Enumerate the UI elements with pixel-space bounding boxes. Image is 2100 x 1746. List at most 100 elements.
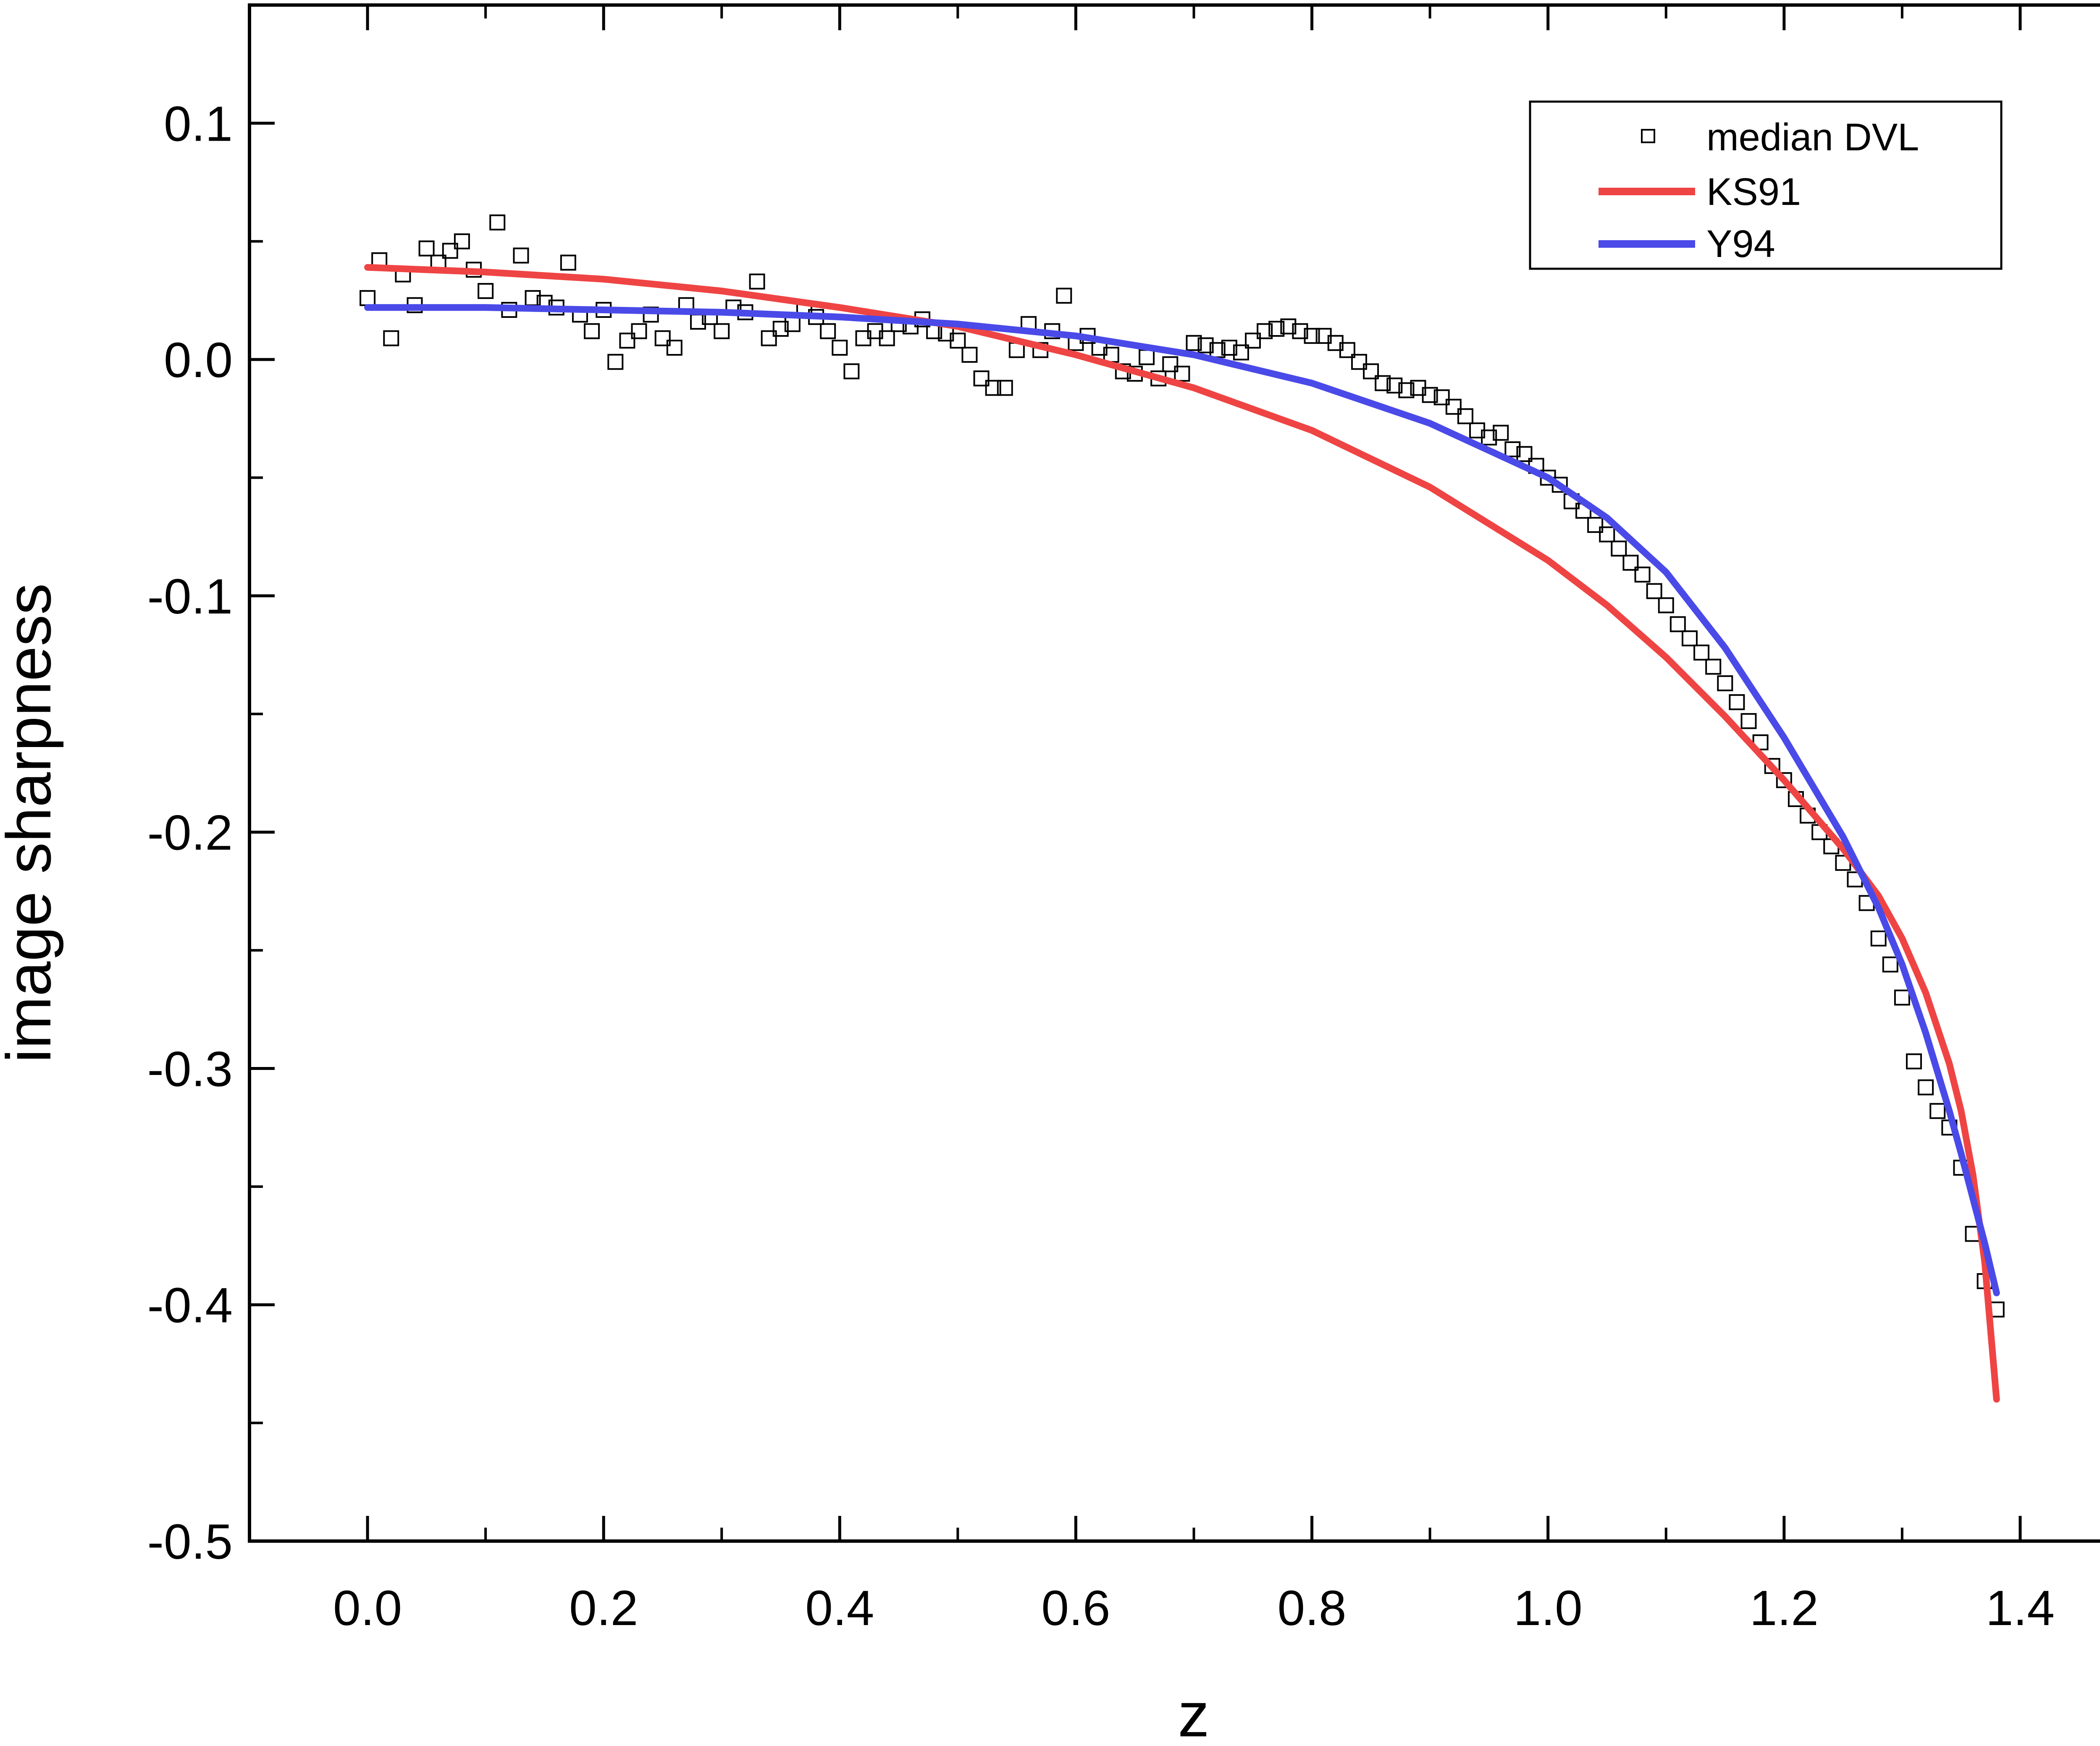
x-tick-labels: 0.0 0.2 0.4 0.6 0.8 1.0 1.2 1.4 [333,1581,2055,1636]
data-point-median-dvl [843,363,860,380]
legend-label-y94: Y94 [1706,223,1775,265]
data-point-median-dvl [961,346,978,363]
data-point-median-dvl [1681,630,1698,647]
data-point-median-dvl [1056,288,1072,304]
data-point-median-dvl [1658,597,1674,613]
data-point-median-dvl [1622,555,1639,571]
legend-label-median-dvl: median DVL [1706,116,1919,159]
data-point-median-dvl [1481,429,1497,446]
data-point-median-dvl [1693,644,1710,661]
data-point-median-dvl [714,323,730,339]
data-point-median-dvl [1422,387,1438,403]
data-point-median-dvl [1705,658,1722,675]
data-point-median-dvl [820,323,836,339]
x-tick-label: 1.2 [1750,1581,1819,1636]
y-tick-label: -0.4 [147,1278,233,1333]
data-point-median-dvl [1670,616,1686,632]
data-point-median-dvl [1445,398,1462,415]
y-tick-label: 0.1 [164,96,233,152]
data-point-median-dvl [1457,408,1473,425]
data-point-median-dvl [1776,772,1792,788]
series-line-ks91 [364,264,2000,1403]
data-point-median-dvl [1918,1079,1934,1096]
data-point-median-dvl [879,330,895,346]
data-point-median-dvl [1717,675,1733,692]
x-tick-label: 1.4 [1986,1581,2055,1636]
data-point-median-dvl [607,354,624,370]
data-point-median-dvl [973,370,990,387]
data-point-median-dvl [1611,540,1627,557]
data-point-median-dvl [1929,1103,1946,1119]
data-point-median-dvl [1280,318,1297,335]
y-tick-label: -0.5 [147,1514,233,1570]
data-point-median-dvl [1375,375,1391,391]
data-point-median-dvl [1162,356,1179,372]
data-point-median-dvl [1363,363,1379,380]
data-point-median-dvl [1433,389,1450,406]
data-point-median-dvl [749,273,765,290]
legend-marker-median-dvl [1641,129,1655,143]
data-point-median-dvl [1894,989,1910,1006]
data-point-median-dvl [478,283,494,299]
data-point-median-dvl [666,340,682,356]
data-point-median-dvl [513,247,529,264]
data-point-median-dvl [1304,328,1320,344]
data-point-median-dvl [1233,344,1249,361]
data-point-median-dvl [1599,526,1615,543]
x-tick-label: 0.8 [1278,1581,1347,1636]
y-axis-title: image sharpness [0,583,64,1063]
x-tick-label: 0.4 [805,1581,874,1636]
data-point-median-dvl [1221,340,1237,356]
y-tick-label: -0.1 [147,569,233,624]
data-point-median-dvl [654,330,671,346]
x-tick-label: 0.2 [569,1581,638,1636]
data-point-median-dvl [950,333,966,349]
data-point-median-dvl [454,233,470,249]
x-tick-label: 0.0 [333,1581,402,1636]
legend-label-ks91: KS91 [1706,170,1801,213]
data-point-median-dvl [985,380,1001,396]
data-point-median-dvl [418,240,435,257]
data-point-median-dvl [1493,425,1509,441]
data-point-median-dvl [997,380,1013,396]
y-tick-labels: 0.1 0.0 -0.1 -0.2 -0.3 -0.4 -0.5 [147,96,233,1570]
data-point-median-dvl [631,323,647,339]
data-point-median-dvl [584,323,600,339]
y-tick-label: -0.3 [147,1041,233,1097]
y-tick-label: 0.0 [164,333,233,388]
data-point-median-dvl [1245,333,1261,349]
y-tick-label: -0.2 [147,805,233,861]
data-point-median-dvl [1516,446,1533,462]
data-point-median-dvl [1634,566,1651,583]
data-point-median-dvl [1870,930,1887,946]
x-axis-title: z [1178,1679,1210,1744]
data-point-median-dvl [1339,342,1355,358]
data-point-median-dvl [1740,713,1757,729]
series-line-y94 [364,304,2000,1297]
data-point-median-dvl [1386,378,1403,394]
data-point-median-dvl [560,254,576,271]
data-point-median-dvl [1186,335,1202,351]
data-point-median-dvl [832,340,848,356]
data-point-median-dvl [643,307,659,323]
data-point-median-dvl [1174,365,1190,382]
data-point-median-dvl [1764,758,1780,774]
data-point-median-dvl [1729,694,1745,710]
data-point-median-dvl [1906,1053,1922,1070]
data-point-median-dvl [1292,323,1308,339]
data-layer [360,214,2005,1403]
data-point-median-dvl [1587,517,1604,533]
data-point-median-dvl [1351,354,1367,370]
data-point-median-dvl [383,330,399,346]
data-point-median-dvl [772,320,789,337]
data-point-median-dvl [619,333,635,349]
data-point-median-dvl [489,214,506,231]
data-point-median-dvl [1504,441,1521,458]
data-point-median-dvl [1882,956,1898,973]
ticks-layer [248,4,2022,1543]
data-point-median-dvl [442,243,458,259]
legend: median DVL KS91 Y94 [1529,100,2003,270]
